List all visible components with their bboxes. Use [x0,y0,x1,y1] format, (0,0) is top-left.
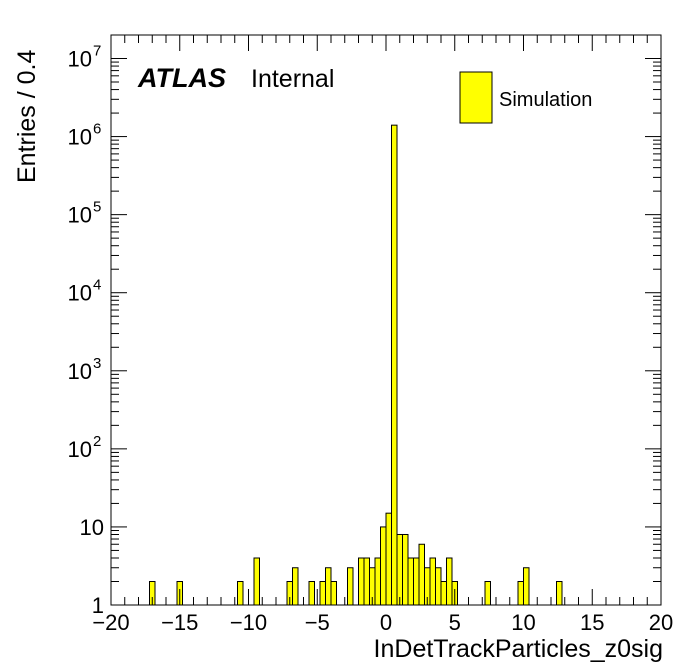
histogram-bar [325,567,332,606]
legend-entry-simulation: Simulation [499,89,592,111]
plot-frame [110,34,662,606]
atlas-label: ATLAS [137,63,226,93]
x-tick-label: 5 [449,610,461,635]
y-tick-exponent: 7 [93,43,101,60]
histogram-bar [292,567,299,606]
histogram-bar [380,526,387,606]
histogram-bar [253,557,260,606]
y-tick-label: 10 [68,437,92,462]
x-tick-label: 10 [511,610,535,635]
histogram-bar [319,581,326,606]
y-tick-exponent: 6 [93,121,101,138]
y-axis-label: Entries / 0.4 [13,50,41,183]
x-tick-labels: −20 −15 −10 −5 0 5 10 15 20 [92,610,673,635]
histogram-bar [407,557,414,606]
histogram-bar [347,567,354,606]
x-tick-label: −10 [230,610,267,635]
histogram-bar [556,581,563,606]
histogram-bar [363,557,370,606]
y-tick-label: 10 [68,47,92,72]
x-tick-label: −5 [305,610,330,635]
y-tick-label: 10 [68,359,92,384]
x-tick-label: 0 [380,610,392,635]
histogram-bar [517,581,524,606]
y-tick-label: 10 [80,515,104,540]
histogram-bar [402,533,409,606]
histogram-bar [523,567,530,606]
histogram-bar [435,567,442,606]
internal-label: Internal [251,65,334,93]
y-tick-exponent: 2 [93,433,101,450]
histogram-bar [374,557,381,606]
legend-swatch [459,71,493,124]
histogram-bar [446,557,453,606]
x-tick-label: −20 [92,610,129,635]
histogram-bar [396,533,403,606]
x-axis-label: InDetTrackParticles_z0sig [374,635,663,663]
y-tick-exponent: 5 [93,199,101,216]
y-tick-label: 10 [68,203,92,228]
y-tick-label: 1 [92,593,104,618]
legend: Simulation [459,71,592,124]
y-tick-exponent: 4 [93,277,101,294]
x-tick-label: 20 [649,610,673,635]
y-tick-label: 10 [68,281,92,306]
histogram-bar [391,124,398,606]
histogram-bar [308,581,315,606]
histogram-bar [330,581,337,606]
histogram-bar [413,557,420,606]
histogram-bar [484,581,491,606]
y-tick-exponent: 3 [93,355,101,372]
x-tick-label: −15 [161,610,198,635]
histogram-bar [237,581,244,606]
x-tick-label: 15 [580,610,604,635]
histogram-bar [358,557,365,606]
histogram-bar [418,543,425,606]
histogram-bars [149,124,563,606]
y-tick-label: 10 [68,125,92,150]
histogram-bar [429,557,436,606]
histogram-bar [385,512,392,606]
histogram-bar [440,581,447,606]
